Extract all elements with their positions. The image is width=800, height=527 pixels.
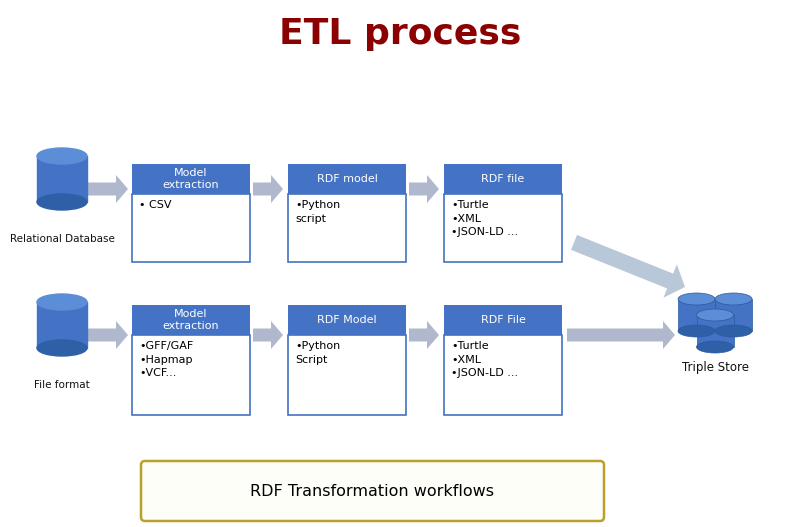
Polygon shape [409,321,439,349]
Text: Relational Database: Relational Database [10,234,114,244]
Polygon shape [409,175,439,203]
Text: •GFF/GAF
•Hapmap
•VCF...: •GFF/GAF •Hapmap •VCF... [139,341,194,378]
Text: RDF Model: RDF Model [317,315,377,325]
Text: ETL process: ETL process [279,17,521,51]
Polygon shape [567,321,675,349]
Text: RDF model: RDF model [317,174,378,184]
Text: Triple Store: Triple Store [682,361,749,374]
Bar [715,299,752,331]
Text: File format: File format [34,380,90,390]
FancyBboxPatch shape [132,194,250,262]
Bar [37,302,87,348]
Polygon shape [88,175,128,203]
Text: •Python
Script: •Python Script [295,341,340,365]
Ellipse shape [678,325,715,337]
Ellipse shape [37,340,87,356]
Bar [288,305,406,335]
Bar [678,299,715,331]
Text: •Python
script: •Python script [295,200,340,223]
Ellipse shape [678,293,715,305]
FancyBboxPatch shape [288,335,406,415]
Polygon shape [88,321,128,349]
Text: RDF File: RDF File [481,315,526,325]
FancyBboxPatch shape [288,194,406,262]
FancyBboxPatch shape [141,461,604,521]
Ellipse shape [697,309,734,321]
Bar [288,164,406,194]
FancyBboxPatch shape [132,335,250,415]
Ellipse shape [715,293,752,305]
FancyBboxPatch shape [444,335,562,415]
Ellipse shape [697,341,734,353]
Text: RDF file: RDF file [482,174,525,184]
Text: Model
extraction: Model extraction [162,309,219,331]
Ellipse shape [37,148,87,164]
Polygon shape [571,235,685,298]
Text: Model
extraction: Model extraction [162,168,219,190]
Bar [132,305,250,335]
Bar [132,164,250,194]
FancyBboxPatch shape [444,194,562,262]
Ellipse shape [37,294,87,310]
Text: •Turtle
•XML
•JSON-LD ...: •Turtle •XML •JSON-LD ... [451,341,518,378]
Bar [697,315,734,347]
Bar [37,156,87,202]
Polygon shape [253,175,283,203]
Bar [444,164,562,194]
Text: RDF Transformation workflows: RDF Transformation workflows [250,483,494,499]
Text: • CSV: • CSV [139,200,171,210]
Bar [444,305,562,335]
Ellipse shape [715,325,752,337]
Polygon shape [253,321,283,349]
Text: •Turtle
•XML
•JSON-LD ...: •Turtle •XML •JSON-LD ... [451,200,518,237]
Ellipse shape [37,194,87,210]
